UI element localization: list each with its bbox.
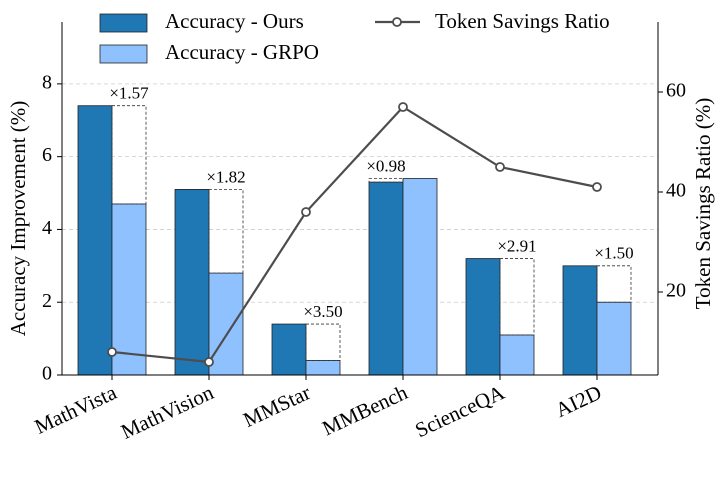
y-axis-label: Accuracy Improvement (%) bbox=[6, 101, 30, 337]
y2-tick-label: 40 bbox=[666, 180, 686, 202]
gap-box bbox=[305, 323, 341, 361]
bar bbox=[174, 189, 210, 376]
legend-label: Accuracy - GRPO bbox=[165, 40, 319, 64]
gap-box bbox=[499, 258, 535, 336]
gap-box bbox=[111, 105, 147, 205]
y2-axis-label: Token Savings Ratio (%) bbox=[691, 98, 715, 309]
y2-tick-label: 60 bbox=[666, 80, 686, 102]
marker bbox=[495, 162, 505, 172]
annotation: ×1.57 bbox=[109, 84, 149, 103]
gap-box bbox=[208, 189, 244, 274]
bar bbox=[368, 181, 404, 376]
bar bbox=[208, 272, 244, 376]
gap-box bbox=[596, 265, 632, 303]
marker bbox=[301, 207, 311, 217]
y-tick-label: 6 bbox=[42, 144, 52, 166]
bar bbox=[111, 203, 147, 376]
bar bbox=[305, 360, 341, 376]
legend-label: Token Savings Ratio bbox=[435, 9, 610, 33]
annotation: ×2.91 bbox=[497, 236, 536, 255]
marker bbox=[107, 347, 117, 357]
legend-swatch bbox=[99, 44, 148, 64]
annotation: ×0.98 bbox=[366, 156, 405, 175]
y-tick-label: 2 bbox=[42, 290, 52, 312]
bar bbox=[77, 105, 113, 376]
marker bbox=[204, 357, 214, 367]
x-tick-label: MMStar bbox=[239, 380, 314, 432]
y-tick-label: 4 bbox=[42, 217, 52, 239]
bar bbox=[499, 334, 535, 376]
annotation: ×1.50 bbox=[594, 244, 633, 263]
bar bbox=[596, 301, 632, 376]
x-tick-label: MathVista bbox=[31, 380, 121, 439]
x-tick-label: MathVision bbox=[117, 380, 217, 444]
x-tick-label: ScienceQA bbox=[411, 380, 509, 443]
marker bbox=[592, 182, 602, 192]
y2-tick-label: 20 bbox=[666, 280, 686, 302]
x-tick-label: AI2D bbox=[552, 380, 605, 422]
legend-marker bbox=[392, 17, 402, 27]
y-tick-label: 8 bbox=[42, 71, 52, 93]
legend-label: Accuracy - Ours bbox=[165, 9, 304, 33]
bar bbox=[562, 265, 598, 376]
bar bbox=[402, 178, 438, 376]
annotation: ×1.82 bbox=[206, 167, 245, 186]
marker bbox=[398, 102, 408, 112]
line bbox=[111, 105, 598, 364]
y-tick-label: 0 bbox=[42, 363, 52, 385]
x-tick-label: MMBench bbox=[319, 380, 412, 440]
annotation: ×3.50 bbox=[303, 302, 342, 321]
legend-swatch bbox=[99, 13, 148, 33]
gap-box bbox=[368, 178, 404, 183]
bar bbox=[465, 258, 501, 376]
bar bbox=[271, 323, 307, 376]
